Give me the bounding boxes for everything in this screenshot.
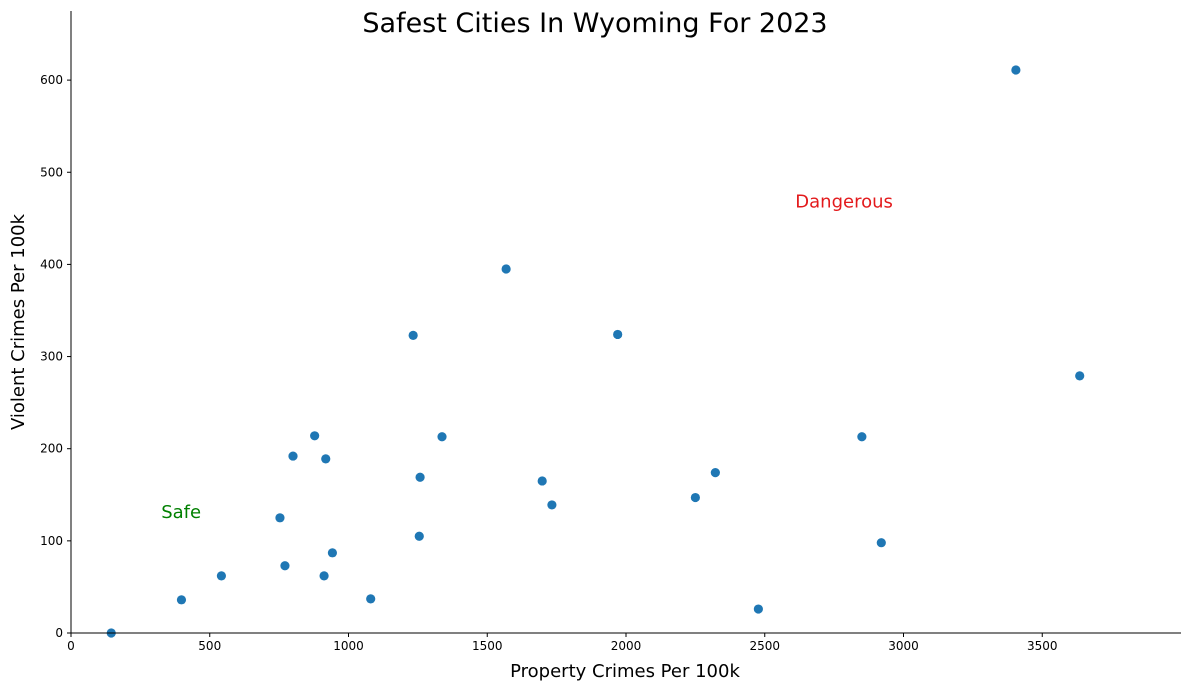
- x-tick-label: 2000: [611, 639, 642, 653]
- data-point: [1011, 65, 1021, 75]
- data-point: [1075, 371, 1085, 381]
- data-point: [310, 431, 320, 441]
- data-point: [288, 451, 298, 461]
- y-tick-label: 0: [55, 626, 63, 640]
- data-point: [275, 513, 285, 523]
- data-point: [857, 432, 867, 442]
- data-point: [280, 561, 290, 571]
- data-point: [176, 595, 187, 605]
- y-tick-label: 400: [40, 257, 63, 271]
- plot-area: [106, 65, 1085, 638]
- data-point: [547, 500, 557, 510]
- data-point: [690, 492, 700, 503]
- x-tick-label: 500: [198, 639, 221, 653]
- data-point: [613, 329, 623, 340]
- data-point: [414, 531, 424, 541]
- data-point: [753, 604, 763, 614]
- x-axis-label: Property Crimes Per 100k: [510, 661, 740, 682]
- data-point: [321, 454, 331, 464]
- annotation-dangerous: Dangerous: [795, 191, 893, 212]
- data-point: [319, 571, 329, 581]
- annotations: Safe Dangerous: [161, 191, 893, 523]
- y-tick-label: 300: [40, 350, 63, 364]
- y-axis-ticks: 0 100 200 300 400 500 600: [40, 73, 71, 640]
- y-axis-label: Violent Crimes Per 100k: [8, 213, 29, 430]
- x-axis-ticks: 0 500 1000 1500 2000 2500 3000 3500: [67, 633, 1058, 653]
- y-tick-label: 600: [40, 73, 63, 87]
- x-tick-label: 0: [67, 639, 75, 653]
- annotation-safe: Safe: [161, 502, 201, 523]
- x-tick-label: 3500: [1027, 639, 1058, 653]
- x-tick-label: 1000: [333, 639, 364, 653]
- data-point: [366, 594, 376, 604]
- data-point: [327, 548, 338, 558]
- y-tick-label: 500: [40, 165, 63, 179]
- data-point: [437, 432, 447, 442]
- data-point: [415, 472, 425, 482]
- y-tick-label: 200: [40, 442, 63, 456]
- data-point: [537, 476, 547, 486]
- data-point: [710, 468, 720, 478]
- x-tick-label: 2500: [749, 639, 780, 653]
- y-tick-label: 100: [40, 534, 63, 548]
- data-point: [216, 571, 227, 581]
- data-point: [501, 264, 511, 274]
- x-tick-label: 3000: [888, 639, 919, 653]
- data-point: [876, 538, 886, 548]
- chart-title: Safest Cities In Wyoming For 2023: [362, 8, 827, 39]
- data-point: [408, 330, 418, 340]
- x-tick-label: 1500: [472, 639, 503, 653]
